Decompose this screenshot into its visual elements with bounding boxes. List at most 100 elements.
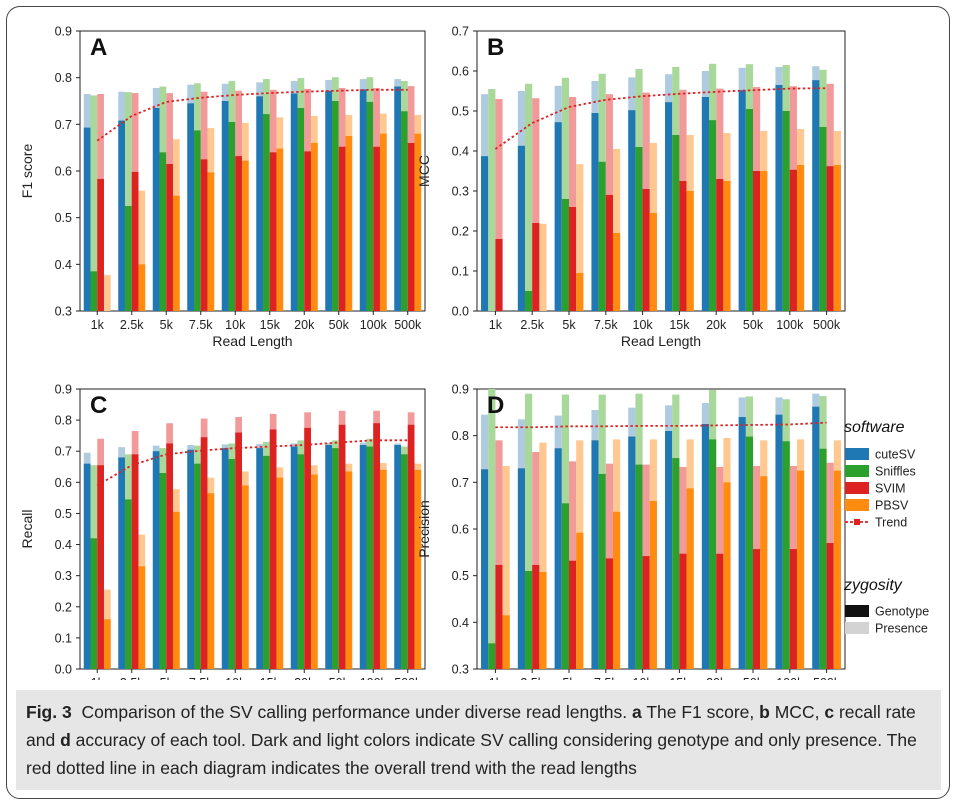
figure-frame [6,6,950,799]
bar-genotype [338,146,346,311]
bar-genotype [738,90,746,311]
bar-genotype [605,558,613,669]
y-tick-label: 0.6 [452,523,469,537]
legend-label: Trend [875,516,907,530]
chart-panel-d: 0.3 0.4 0.5 0.6 0.7 0.8 0.9 1k 2.5k 5k 7.5k 10k 15k 2… [416,383,846,680]
y-tick-label: 0.9 [452,383,469,397]
bar-genotype [90,538,98,669]
caption-letter-b: b [759,702,770,722]
x-tick-label: 20k [294,318,315,332]
bar-genotype [125,499,132,669]
x-tick-label: 5k [160,676,174,680]
x-axis-label: Read Length [212,333,292,349]
chart-panel-c: 0.0 0.1 0.2 0.3 0.4 0.5 0.6 0.7 0.8 0.9 1k 2.5k 5k 7.… [19,383,426,680]
bar-genotype [276,148,284,311]
bar-genotype [256,448,264,669]
x-tick-label: 1k [489,676,503,680]
bar-presence [125,92,132,311]
x-tick-label: 100k [776,676,804,680]
bar-genotype [554,448,562,669]
bar-genotype [488,643,496,669]
legend-swatch [845,499,869,511]
y-tick-label: 0.2 [55,600,72,614]
bar-genotype [635,147,643,311]
bar-presence [539,223,547,311]
y-tick-label: 0.4 [452,616,469,630]
y-tick-label: 0.2 [452,225,469,239]
x-tick-label: 10k [225,318,246,332]
legend-swatch [845,482,869,494]
x-tick-label: 20k [294,676,315,680]
bar-presence [103,275,111,311]
bar-genotype [194,463,201,669]
bar-genotype [228,122,236,311]
bar-genotype [221,101,229,311]
bar-genotype [310,143,318,311]
bar-genotype [152,451,160,669]
bar-genotype [366,446,374,669]
bar-genotype [539,571,547,669]
bar-genotype [502,615,510,669]
bar-genotype [701,97,710,311]
bar-genotype [481,156,489,311]
bar-genotype [269,429,277,669]
bar-genotype [310,474,318,669]
plot-frame [476,30,846,312]
x-tick-label: 2.5k [520,676,544,680]
bar-genotype [379,133,387,311]
bar-genotype [628,436,636,669]
bar-genotype [642,189,650,311]
bar-presence [561,77,569,311]
bar-genotype [359,89,367,311]
bar-genotype [796,165,805,311]
bar-genotype [297,108,305,311]
bar-genotype [760,476,768,669]
legend-label: Genotype [875,605,929,619]
bar-genotype [235,156,242,311]
caption-text-5: accuracy of each tool. Dark and light co… [26,730,917,778]
bar-genotype [241,485,249,669]
bar-presence [495,99,503,311]
bar-genotype [345,136,353,311]
bar-genotype [789,549,797,669]
y-tick-label: 0.1 [452,265,469,279]
bar-genotype [290,446,298,669]
bar-genotype [90,271,98,311]
x-tick-label: 15k [669,318,690,332]
chart-panel-b: 0.0 0.1 0.2 0.3 0.4 0.5 0.6 0.7 1k 2.5k 5k 7.5k 10k 1… [416,25,846,349]
bar-genotype [256,96,264,311]
bar-genotype [819,127,827,311]
x-axis-label: Read Length [621,333,701,349]
bar-genotype [325,445,333,669]
x-tick-label: 15k [669,676,690,680]
x-tick-label: 1k [489,318,503,332]
y-axis-label: MCC [416,155,432,187]
bar-genotype [826,166,834,311]
caption-text-2: The F1 score, [646,702,755,722]
legend-swatch [845,605,869,617]
bar-genotype [332,448,339,669]
figure-caption: Fig. 3 Comparison of the SV calling perf… [16,690,941,790]
x-tick-label: 50k [329,676,350,680]
y-tick-label: 0.9 [55,383,72,397]
bar-presence [488,89,496,311]
legend-trend-marker [854,519,860,525]
bar-genotype [745,109,753,311]
x-tick-label: 7.5k [189,676,213,680]
bar-genotype [304,427,311,669]
bar-genotype [103,619,111,669]
y-tick-label: 0.7 [55,445,72,459]
bar-presence [569,97,577,311]
x-tick-label: 500k [394,318,422,332]
bar-genotype [83,127,91,311]
bar-genotype [366,101,374,311]
x-tick-label: 20k [706,318,727,332]
figure-svg: 0.3 0.4 0.5 0.6 0.7 0.8 0.9 1k 2.5k 5k 7.5k 10k 15k 2… [19,25,929,681]
x-tick-label: 7.5k [594,318,618,332]
bar-presence [539,442,547,669]
bar-genotype [263,455,270,669]
bar-genotype [241,160,249,311]
bar-genotype [738,417,746,669]
bar-genotype [612,511,621,669]
bar-genotype [665,102,673,311]
